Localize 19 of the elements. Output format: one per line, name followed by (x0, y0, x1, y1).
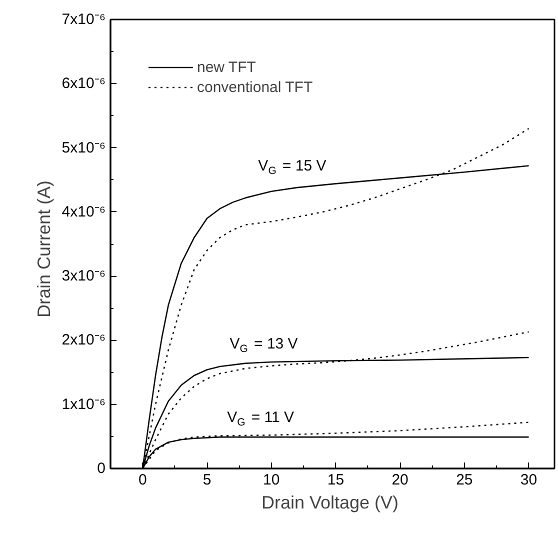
x-tick-label: 30 (520, 472, 538, 488)
y-tick-label: 2x10⁻⁶ (62, 332, 106, 349)
x-tick-label: 5 (202, 472, 212, 488)
x-tick-label: 20 (392, 472, 408, 488)
y-tick-label: 7x10⁻⁶ (62, 11, 106, 28)
legend-label: new TFT (197, 58, 256, 76)
y-tick-label: 4x10⁻⁶ (62, 203, 106, 220)
legend-label: conventional TFT (197, 78, 313, 96)
y-tick-label: 3x10⁻⁶ (62, 268, 106, 285)
y-axis-title: Drain Current (A) (34, 180, 54, 318)
x-tick-label: 10 (263, 472, 280, 488)
x-tick-label: 25 (456, 472, 473, 488)
y-tick-label: 5x10⁻⁶ (62, 139, 106, 156)
y-tick-label: 6x10⁻⁶ (62, 75, 106, 92)
x-tick-label: 0 (138, 472, 147, 488)
y-tick-label: 1x10⁻⁶ (62, 396, 106, 413)
x-tick-label: 15 (327, 472, 344, 488)
x-axis-title: Drain Voltage (V) (261, 492, 399, 512)
y-tick-label: 0 (97, 460, 106, 477)
